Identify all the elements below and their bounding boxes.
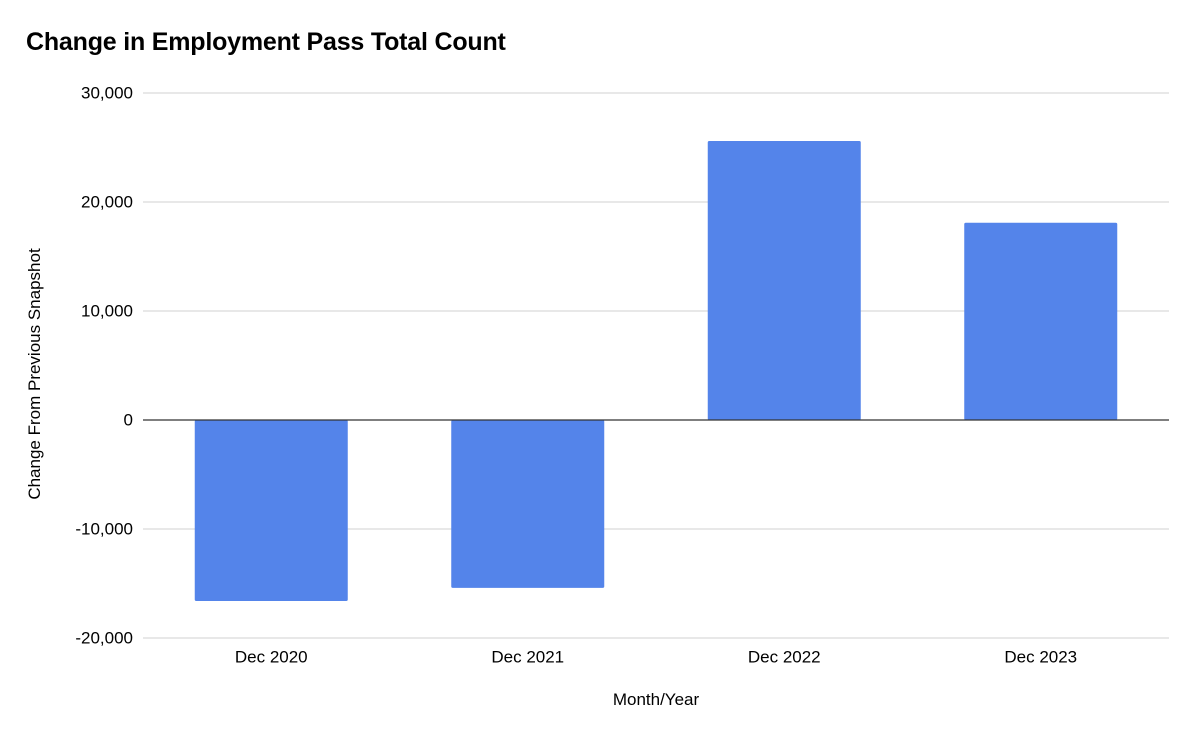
x-tick-label: Dec 2020 xyxy=(235,648,308,667)
x-tick-label: Dec 2022 xyxy=(748,648,821,667)
y-tick-label: 0 xyxy=(124,411,133,430)
bar-dec-2022 xyxy=(707,140,861,420)
x-tick-labels: Dec 2020 Dec 2021 Dec 2022 Dec 2023 xyxy=(235,648,1077,667)
bar-dec-2021 xyxy=(451,420,605,588)
y-tick-label: -20,000 xyxy=(75,629,133,648)
y-tick-label: 10,000 xyxy=(81,302,133,321)
bar-dec-2020 xyxy=(194,420,348,601)
y-tick-label: 30,000 xyxy=(81,84,133,103)
bars xyxy=(194,140,1118,601)
y-tick-label: 20,000 xyxy=(81,193,133,212)
bar-dec-2023 xyxy=(964,222,1118,420)
x-tick-label: Dec 2023 xyxy=(1004,648,1077,667)
y-tick-labels: 30,000 20,000 10,000 0 -10,000 -20,000 xyxy=(75,84,133,648)
x-tick-label: Dec 2021 xyxy=(491,648,564,667)
chart-title: Change in Employment Pass Total Count xyxy=(26,28,506,56)
y-tick-label: -10,000 xyxy=(75,520,133,539)
x-axis-title: Month/Year xyxy=(612,690,700,709)
